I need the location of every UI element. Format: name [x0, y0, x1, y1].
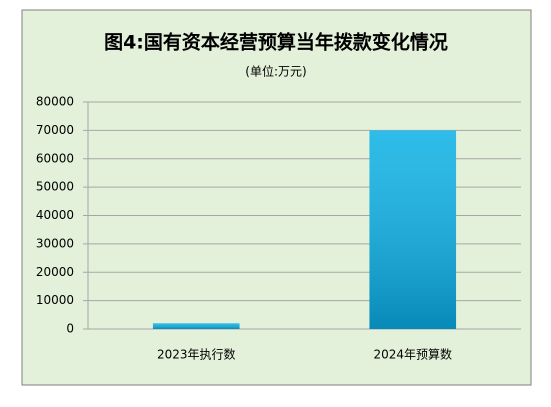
bar-shade — [152, 323, 240, 329]
y-tick-label: 10000 — [36, 293, 74, 307]
y-tick-label: 80000 — [36, 95, 74, 109]
chart-subtitle: (单位:万元) — [245, 64, 306, 79]
y-tick-label: 30000 — [36, 236, 74, 250]
x-tick-label: 2024年预算数 — [373, 347, 452, 362]
x-tick-label: 2023年执行数 — [157, 347, 236, 362]
y-tick-label: 40000 — [36, 208, 74, 222]
y-tick-label: 70000 — [36, 123, 74, 137]
y-tick-label: 0 — [66, 322, 74, 336]
chart-title: 图4:国有资本经营预算当年拨款变化情况 — [104, 31, 448, 54]
y-tick-label: 60000 — [36, 151, 74, 165]
bar-shade — [369, 130, 457, 329]
y-tick-label: 20000 — [36, 265, 74, 279]
y-tick-label: 50000 — [36, 180, 74, 194]
